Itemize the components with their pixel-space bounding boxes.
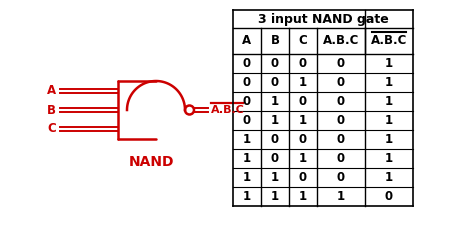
Text: B: B	[47, 104, 56, 117]
Text: 1: 1	[385, 133, 393, 146]
Text: A.B.C: A.B.C	[323, 34, 359, 47]
Text: 1: 1	[337, 190, 345, 203]
Text: 0: 0	[337, 114, 345, 127]
Text: A.B.C: A.B.C	[371, 34, 407, 47]
Text: 1: 1	[385, 171, 393, 184]
Text: 1: 1	[243, 190, 251, 203]
Text: 0: 0	[385, 190, 393, 203]
Text: C: C	[299, 34, 307, 47]
Text: 1: 1	[385, 57, 393, 70]
Text: C: C	[47, 122, 56, 135]
Text: 1: 1	[299, 152, 307, 165]
Text: B: B	[271, 34, 280, 47]
Text: 0: 0	[243, 114, 251, 127]
Text: 0: 0	[299, 171, 307, 184]
Text: A: A	[242, 34, 252, 47]
Text: 0: 0	[271, 133, 279, 146]
Text: 0: 0	[337, 152, 345, 165]
Text: NAND: NAND	[129, 155, 174, 169]
Text: A.B.C: A.B.C	[211, 105, 245, 115]
Text: 0: 0	[271, 76, 279, 89]
Text: 1: 1	[271, 114, 279, 127]
Text: 0: 0	[243, 95, 251, 108]
Text: 1: 1	[243, 171, 251, 184]
Text: 1: 1	[385, 76, 393, 89]
Text: A: A	[47, 85, 56, 97]
Text: 0: 0	[337, 133, 345, 146]
Text: 0: 0	[337, 171, 345, 184]
Text: 0: 0	[337, 95, 345, 108]
Text: 0: 0	[299, 95, 307, 108]
Text: 1: 1	[243, 133, 251, 146]
Text: 1: 1	[385, 114, 393, 127]
Text: 0: 0	[337, 57, 345, 70]
Text: 0: 0	[243, 57, 251, 70]
Text: 0: 0	[271, 152, 279, 165]
Text: 1: 1	[271, 171, 279, 184]
Text: 1: 1	[299, 114, 307, 127]
Text: 1: 1	[385, 95, 393, 108]
Text: 1: 1	[271, 190, 279, 203]
Text: 0: 0	[271, 57, 279, 70]
Text: 1: 1	[243, 152, 251, 165]
Text: 1: 1	[299, 76, 307, 89]
Text: 0: 0	[299, 57, 307, 70]
Text: 1: 1	[299, 190, 307, 203]
Text: 0: 0	[299, 133, 307, 146]
Text: 1: 1	[385, 152, 393, 165]
Text: 0: 0	[243, 76, 251, 89]
Text: 1: 1	[271, 95, 279, 108]
Text: 0: 0	[337, 76, 345, 89]
Text: 3 input NAND gate: 3 input NAND gate	[258, 13, 388, 25]
